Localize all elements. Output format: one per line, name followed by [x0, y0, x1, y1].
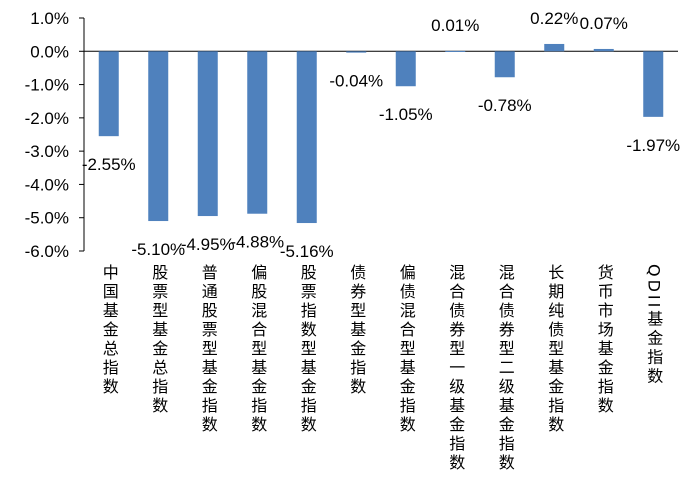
- y-tick-label: -3.0%: [25, 142, 69, 161]
- x-category-label: 债券型基金指数: [347, 264, 367, 397]
- data-label: 0.01%: [431, 16, 479, 35]
- y-tick-label: 1.0%: [30, 9, 69, 28]
- data-label: -4.95%: [181, 235, 235, 254]
- bar: [445, 50, 466, 52]
- bar: [296, 51, 317, 224]
- x-category-label: 股票型基金总指数: [149, 264, 169, 416]
- bar: [643, 51, 664, 117]
- data-label: -5.10%: [131, 240, 185, 259]
- x-category-label: 股票指数型基金指数: [297, 264, 317, 435]
- data-label: -0.04%: [329, 72, 383, 91]
- bar: [197, 51, 218, 217]
- x-category-label: 偏债混合型基金指数: [396, 264, 416, 435]
- bar: [494, 51, 515, 78]
- bar: [98, 51, 119, 137]
- data-label: -1.97%: [626, 136, 680, 155]
- data-label: -4.88%: [230, 233, 284, 252]
- data-label: 0.07%: [580, 14, 628, 33]
- y-tick-label: -4.0%: [25, 175, 69, 194]
- x-category-label: 偏股混合型基金指数: [248, 264, 268, 435]
- y-tick-label: 0.0%: [30, 42, 69, 61]
- x-category-label: 混合债券型二级基金指数: [495, 264, 515, 473]
- x-category-label: 中国基金总指数: [99, 264, 119, 397]
- x-category-label: 混合债券型一级基金指数: [446, 264, 466, 473]
- y-tick-label: -1.0%: [25, 76, 69, 95]
- bar: [346, 51, 367, 53]
- bar: [593, 48, 614, 52]
- data-label: -5.16%: [280, 242, 334, 261]
- x-category-label: 长期纯债型基金指数: [545, 264, 565, 435]
- bar: [148, 51, 169, 222]
- y-tick-label: -6.0%: [25, 242, 69, 261]
- x-category-label: 货币市场基金指数: [594, 264, 614, 416]
- x-category-label: 普通股票型基金指数: [198, 264, 218, 435]
- y-tick-label: -2.0%: [25, 109, 69, 128]
- data-label: -1.05%: [379, 105, 433, 124]
- x-category-label: QDII基金指数: [644, 264, 664, 387]
- y-tick-label: -5.0%: [25, 209, 69, 228]
- data-label: -0.78%: [478, 96, 532, 115]
- bar: [544, 43, 565, 52]
- bar: [395, 51, 416, 87]
- data-label: -2.55%: [82, 155, 136, 174]
- bar: [247, 51, 268, 214]
- data-label: 0.22%: [530, 9, 578, 28]
